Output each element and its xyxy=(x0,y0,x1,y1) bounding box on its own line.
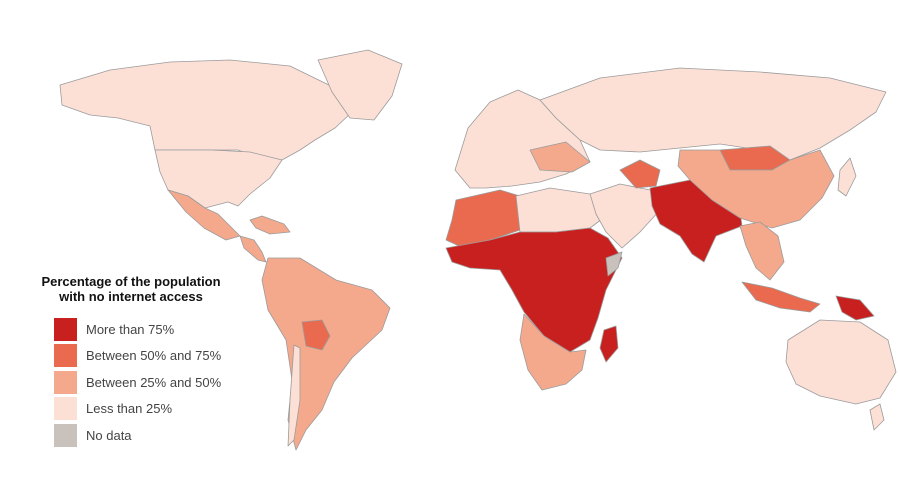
region-japan xyxy=(837,157,857,197)
legend-label-less-than-25: Less than 25% xyxy=(86,401,173,417)
region-eastern-europe xyxy=(529,141,591,173)
region-caribbean xyxy=(249,215,291,235)
region-central-america xyxy=(239,235,267,263)
region-greenland xyxy=(317,49,403,121)
legend-swatch-less-than-25 xyxy=(54,397,77,421)
legend-title-line-1: Percentage of the population xyxy=(41,274,221,289)
region-chile xyxy=(287,344,301,447)
region-new-zealand xyxy=(869,403,885,431)
legend-label-more-than-75: More than 75% xyxy=(86,321,175,337)
legend-title-line-2: with no internet access xyxy=(59,289,203,304)
legend-swatch-no-data xyxy=(54,423,77,447)
region-mexico xyxy=(167,189,241,241)
region-somalia xyxy=(605,251,623,277)
region-central-asia xyxy=(619,159,661,189)
region-middle-east xyxy=(589,183,661,249)
region-china xyxy=(677,149,835,229)
region-indonesia xyxy=(741,281,821,313)
region-madagascar xyxy=(599,325,619,363)
legend-swatch-25-to-50 xyxy=(54,370,77,394)
legend-swatch-more-than-75 xyxy=(54,317,77,341)
region-australia xyxy=(785,319,897,405)
legend-label-25-to-50: Between 25% and 50% xyxy=(86,374,222,390)
region-bolivia xyxy=(301,319,331,351)
legend-item-25-to-50: Between 25% and 50% xyxy=(36,369,276,396)
legend-item-no-data: No data xyxy=(36,422,276,449)
legend-label-no-data: No data xyxy=(86,427,132,443)
legend-title: Percentage of the population with no int… xyxy=(36,274,226,304)
region-southern-africa xyxy=(519,313,587,391)
map-legend: Percentage of the population with no int… xyxy=(36,274,276,449)
legend-item-more-than-75: More than 75% xyxy=(36,316,276,343)
region-russia xyxy=(539,67,887,161)
legend-list: More than 75% Between 50% and 75% Betwee… xyxy=(36,316,276,449)
legend-swatch-50-to-75 xyxy=(54,344,77,368)
region-papua-new-guinea xyxy=(835,295,875,321)
region-sub-saharan-africa xyxy=(445,227,623,353)
region-southeast-asia xyxy=(739,221,785,281)
legend-label-50-to-75: Between 50% and 75% xyxy=(86,348,222,364)
legend-item-50-to-75: Between 50% and 75% xyxy=(36,343,276,370)
legend-item-less-than-25: Less than 25% xyxy=(36,396,276,423)
